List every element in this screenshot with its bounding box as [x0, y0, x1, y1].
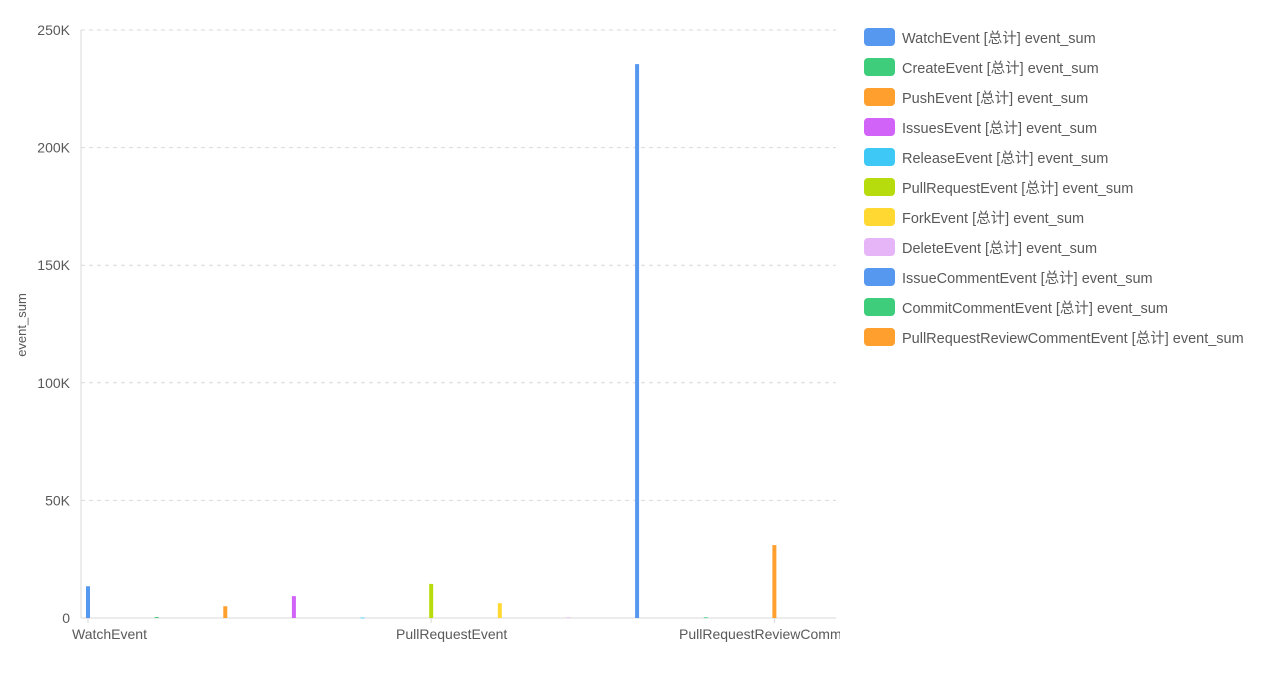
legend-swatch: [864, 208, 895, 226]
grid-lines: [80, 29, 836, 619]
legend-swatch: [864, 268, 895, 286]
legend-label: PushEvent [总计] event_sum: [902, 90, 1089, 107]
legend-swatch: [864, 298, 895, 316]
legend-swatch: [864, 118, 895, 136]
legend-swatch: [864, 238, 895, 256]
legend-label: CreateEvent [总计] event_sum: [902, 60, 1099, 77]
legend-label: IssuesEvent [总计] event_sum: [902, 120, 1098, 137]
y-tick-label: 150K: [37, 257, 70, 273]
legend-item[interactable]: PushEvent [总计] event_sum: [864, 82, 1288, 112]
legend: WatchEvent [总计] event_sum CreateEvent [总计…: [864, 22, 1288, 352]
bar[interactable]: [154, 617, 159, 618]
legend-label: PullRequestReviewCommentEvent [总计] event…: [902, 330, 1244, 347]
legend-item[interactable]: DeleteEvent [总计] event_sum: [864, 232, 1288, 262]
bar-chart: 0 50K 100K 150K 200K 250K WatchEvent PullReque…: [14, 22, 840, 642]
bar[interactable]: [223, 606, 228, 618]
legend-item[interactable]: ReleaseEvent [总计] event_sum: [864, 142, 1288, 172]
legend-item[interactable]: IssuesEvent [总计] event_sum: [864, 112, 1288, 142]
bar[interactable]: [360, 617, 365, 619]
legend-item[interactable]: PullRequestEvent [总计] event_sum: [864, 172, 1288, 202]
legend-label: CommitCommentEvent [总计] event_sum: [902, 300, 1168, 317]
bar[interactable]: [703, 617, 708, 619]
legend-label: PullRequestEvent [总计] event_sum: [902, 180, 1134, 197]
bar[interactable]: [497, 603, 502, 618]
y-tick-label: 100K: [37, 375, 70, 391]
legend-item[interactable]: CreateEvent [总计] event_sum: [864, 52, 1288, 82]
y-axis-title: event_sum: [14, 293, 29, 357]
legend-label: WatchEvent [总计] event_sum: [902, 30, 1096, 47]
y-tick-label: 200K: [37, 140, 70, 156]
legend-label: ForkEvent [总计] event_sum: [902, 210, 1085, 227]
legend-swatch: [864, 148, 895, 166]
bar[interactable]: [566, 617, 571, 619]
legend-swatch: [864, 328, 895, 346]
legend-swatch: [864, 178, 895, 196]
bar[interactable]: [429, 583, 434, 618]
legend-label: IssueCommentEvent [总计] event_sum: [902, 270, 1153, 287]
bar[interactable]: [635, 64, 640, 618]
x-tick-label: PullRequestReviewCommentEvent: [679, 626, 840, 642]
legend-label: DeleteEvent [总计] event_sum: [902, 240, 1098, 257]
x-tick-label: WatchEvent: [72, 626, 147, 642]
y-axis-ticks: 0 50K 100K 150K 200K 250K: [37, 22, 70, 626]
legend-label: ReleaseEvent [总计] event_sum: [902, 150, 1109, 167]
bar[interactable]: [86, 586, 90, 618]
y-tick-label: 0: [62, 610, 70, 626]
legend-item[interactable]: CommitCommentEvent [总计] event_sum: [864, 292, 1288, 322]
y-tick-label: 250K: [37, 22, 70, 38]
x-axis-ticks: WatchEvent PullRequestEvent PullRequestRev…: [72, 618, 840, 642]
legend-item[interactable]: IssueCommentEvent [总计] event_sum: [864, 262, 1288, 292]
legend-swatch: [864, 58, 895, 76]
legend-swatch: [864, 28, 895, 46]
bar[interactable]: [291, 596, 296, 618]
legend-item[interactable]: ForkEvent [总计] event_sum: [864, 202, 1288, 232]
x-tick-label: PullRequestEvent: [396, 626, 507, 642]
legend-swatch: [864, 88, 895, 106]
legend-item[interactable]: WatchEvent [总计] event_sum: [864, 22, 1288, 52]
y-tick-label: 50K: [45, 492, 71, 508]
bars: [86, 64, 777, 619]
legend-item[interactable]: PullRequestReviewCommentEvent [总计] event…: [864, 322, 1288, 352]
bar[interactable]: [772, 545, 777, 618]
